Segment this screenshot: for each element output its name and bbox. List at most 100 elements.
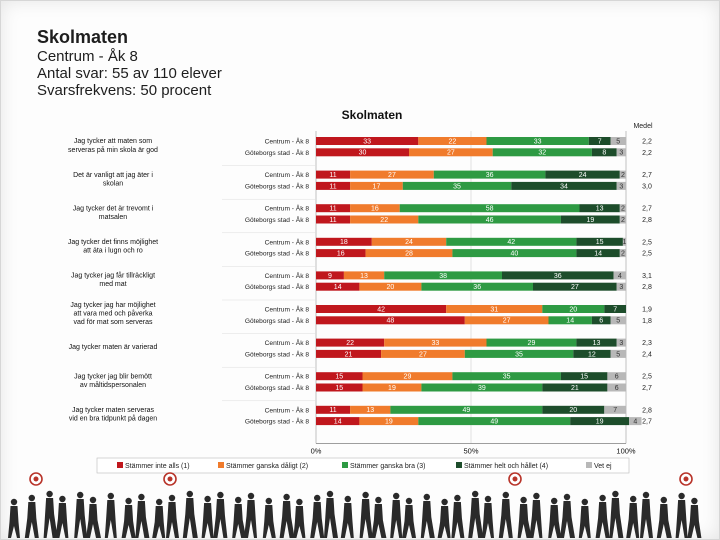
question-label: vad för mat som serveras — [74, 319, 153, 326]
bar-segment — [418, 417, 571, 426]
person-silhouette-icon — [371, 496, 387, 538]
target-icon — [29, 472, 43, 486]
bar-segment — [316, 349, 382, 358]
bar-segment — [409, 148, 493, 157]
bar-value-label: 3 — [619, 150, 623, 157]
bar-value-label: 5 — [616, 138, 620, 145]
mean-value: 2,8 — [642, 217, 652, 224]
bar-segment — [570, 417, 630, 426]
bar-value-label: 2 — [621, 172, 625, 179]
mean-value: 2,4 — [642, 351, 652, 358]
bar-segment — [316, 383, 363, 392]
bar-segment — [384, 271, 502, 280]
legend-swatch — [218, 462, 224, 468]
bar-segment — [560, 372, 608, 381]
question-label: att vara med och påverka — [74, 310, 153, 318]
row-label: Göteborgs stad - Åk 8 — [245, 148, 309, 157]
bar-segment — [402, 181, 512, 190]
bar-value-label: 32 — [538, 150, 546, 157]
bar-segment — [576, 249, 620, 258]
question-label: att äta i lugn och ro — [83, 248, 143, 255]
bar-segment — [616, 148, 626, 157]
row-label: Göteborgs stad - Åk 8 — [245, 215, 309, 224]
question-label: Jag tycker att maten som — [74, 138, 152, 145]
bar-value-label: 48 — [387, 318, 395, 325]
bar-value-label: 27 — [571, 284, 579, 291]
legend-label: Stämmer inte alls (1) — [125, 463, 190, 470]
bar-value-label: 3 — [619, 340, 623, 347]
person-silhouette-icon — [390, 492, 403, 538]
bar-value-label: 11 — [329, 217, 336, 224]
question-label: matsalen — [99, 214, 128, 221]
mean-value: 2,7 — [642, 206, 652, 213]
bar-segment — [316, 181, 351, 190]
bar-segment — [316, 305, 447, 313]
bar-value-label: 19 — [586, 217, 594, 224]
person-silhouette-icon — [595, 494, 610, 538]
bar-segment — [350, 204, 400, 213]
person-silhouette-icon — [529, 492, 543, 538]
mean-value: 2,3 — [642, 340, 652, 347]
bar-value-label: 15 — [335, 374, 343, 381]
legend: Stämmer inte alls (1) Stämmer ganska dåli… — [96, 457, 630, 474]
row-label: Centrum - Åk 8 — [265, 305, 310, 314]
bar-value-label: 42 — [507, 239, 515, 246]
row-label: Centrum - Åk 8 — [265, 271, 310, 280]
bar-segment — [350, 170, 434, 179]
bar-value-label: 33 — [431, 340, 439, 347]
bar-segment — [573, 349, 611, 358]
mean-value: 2,2 — [642, 150, 652, 157]
bar-segment — [316, 338, 385, 347]
bar-value-label: 5 — [616, 318, 620, 325]
mean-value: 2,5 — [642, 239, 652, 246]
bar-segment — [316, 405, 351, 414]
bar-segment — [399, 204, 580, 213]
bar-segment — [542, 405, 605, 414]
mean-value: 1,9 — [642, 307, 652, 314]
bar-segment — [316, 237, 372, 246]
bar-value-label: 9 — [328, 273, 332, 280]
bar-segment — [591, 316, 611, 325]
person-silhouette-icon — [182, 490, 198, 538]
mean-value: 2,5 — [642, 251, 652, 258]
bar-segment — [350, 181, 403, 190]
person-silhouette-icon — [340, 495, 354, 538]
bar-value-label: 15 — [596, 239, 604, 246]
row-label: Centrum - Åk 8 — [265, 405, 310, 414]
bar-value-label: 2 — [621, 217, 625, 224]
question-label: Jag tycker jag har möjlighet — [70, 302, 155, 309]
question-group: Jag tycker det finns möjlighet att äta i … — [68, 232, 652, 258]
bar-segment — [607, 383, 626, 392]
bar-segment — [316, 282, 360, 291]
target-icon — [679, 472, 693, 486]
bar-segment — [542, 305, 605, 313]
bar-value-label: 27 — [388, 172, 396, 179]
bar-value-label: 2 — [621, 251, 625, 258]
response-count-line: Antal svar: 55 av 110 elever — [37, 65, 222, 82]
bar-value-label: 31 — [490, 306, 498, 313]
legend-label: Vet ej — [594, 463, 612, 470]
bar-segment — [421, 282, 533, 291]
bar-value-label: 19 — [388, 385, 396, 392]
person-silhouette-icon — [135, 493, 150, 538]
bar-value-label: 46 — [486, 217, 494, 224]
bar-segment — [350, 215, 419, 224]
person-silhouette-icon — [232, 496, 247, 538]
mean-value: 2,7 — [642, 385, 652, 392]
bar-value-label: 27 — [447, 150, 455, 157]
person-silhouette-icon — [43, 490, 58, 538]
bar-segment — [619, 204, 626, 213]
bar-value-label: 8 — [602, 150, 606, 157]
bar-value-label: 49 — [462, 407, 470, 414]
bar-value-label: 3 — [619, 183, 623, 190]
bar-value-label: 17 — [373, 183, 381, 190]
bar-segment — [418, 215, 561, 224]
bar-segment — [610, 349, 626, 358]
bar-value-label: 33 — [534, 138, 542, 145]
target-icon — [508, 472, 522, 486]
bar-value-label: 7 — [613, 306, 617, 313]
bar-segment — [350, 405, 391, 414]
bar-segment — [362, 372, 453, 381]
